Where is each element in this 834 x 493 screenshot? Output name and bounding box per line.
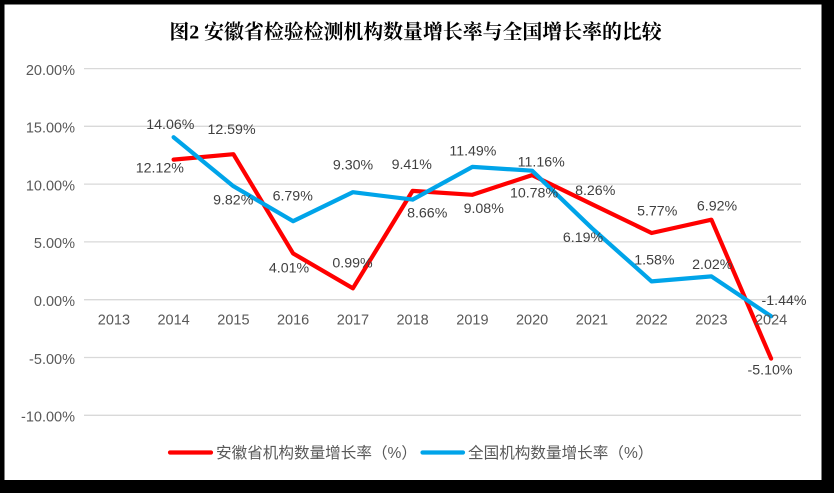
svg-text:2015: 2015 <box>217 312 249 328</box>
svg-text:安徽省机构数量增长率（%）: 安徽省机构数量增长率（%） <box>216 444 417 462</box>
svg-text:8.66%: 8.66% <box>407 206 448 222</box>
svg-text:8.26%: 8.26% <box>575 183 616 199</box>
svg-text:2019: 2019 <box>456 312 488 328</box>
svg-text:0.99%: 0.99% <box>332 255 373 271</box>
svg-text:14.06%: 14.06% <box>146 117 195 133</box>
svg-text:-5.00%: -5.00% <box>29 352 75 368</box>
svg-text:0.00%: 0.00% <box>34 294 75 310</box>
svg-text:1.58%: 1.58% <box>634 253 675 269</box>
svg-text:5.77%: 5.77% <box>637 203 678 219</box>
svg-text:2016: 2016 <box>277 312 309 328</box>
svg-text:9.08%: 9.08% <box>464 201 505 217</box>
svg-text:12.59%: 12.59% <box>207 122 256 138</box>
svg-text:12.12%: 12.12% <box>136 160 185 176</box>
svg-text:2.02%: 2.02% <box>692 257 733 273</box>
svg-text:4.01%: 4.01% <box>269 260 310 276</box>
svg-text:10.78%: 10.78% <box>510 186 559 202</box>
svg-text:2021: 2021 <box>576 312 608 328</box>
svg-text:-1.44%: -1.44% <box>762 293 807 309</box>
svg-text:6.79%: 6.79% <box>273 189 314 205</box>
svg-text:9.30%: 9.30% <box>333 158 374 174</box>
svg-text:-5.10%: -5.10% <box>748 362 793 378</box>
svg-text:6.92%: 6.92% <box>697 199 738 215</box>
svg-text:9.41%: 9.41% <box>392 157 433 173</box>
svg-text:11.16%: 11.16% <box>518 154 565 170</box>
svg-text:2023: 2023 <box>695 312 727 328</box>
svg-text:2013: 2013 <box>98 312 130 328</box>
svg-text:2014: 2014 <box>157 312 189 328</box>
svg-text:11.49%: 11.49% <box>449 143 496 159</box>
svg-text:2022: 2022 <box>635 312 667 328</box>
svg-text:10.00%: 10.00% <box>26 178 75 194</box>
svg-text:2017: 2017 <box>337 312 369 328</box>
svg-text:5.00%: 5.00% <box>34 236 75 252</box>
svg-text:9.82%: 9.82% <box>213 192 254 208</box>
svg-text:15.00%: 15.00% <box>26 121 75 137</box>
svg-text:-10.00%: -10.00% <box>21 410 75 426</box>
svg-text:20.00%: 20.00% <box>26 63 75 79</box>
svg-text:图2 安徽省检验检测机构数量增长率与全国增长率的比较: 图2 安徽省检验检测机构数量增长率与全国增长率的比较 <box>169 21 663 44</box>
svg-text:全国机构数量增长率（%）: 全国机构数量增长率（%） <box>468 444 653 462</box>
svg-text:2018: 2018 <box>396 312 428 328</box>
svg-text:2024: 2024 <box>755 312 787 328</box>
svg-text:2020: 2020 <box>516 312 548 328</box>
svg-text:6.19%: 6.19% <box>563 230 604 246</box>
